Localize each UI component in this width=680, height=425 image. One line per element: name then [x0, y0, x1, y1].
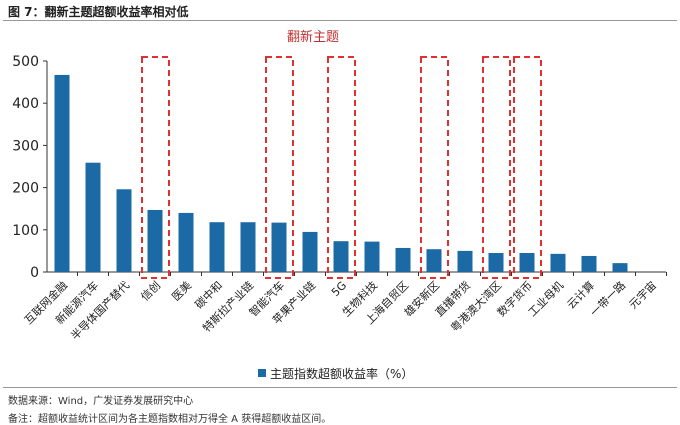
bar [271, 222, 287, 272]
bar [550, 253, 566, 272]
bar [581, 255, 597, 272]
bar [240, 222, 256, 272]
bar [364, 241, 380, 272]
bar [116, 189, 132, 272]
bar [333, 241, 349, 272]
x-tick-label: 元宇宙 [626, 278, 659, 311]
bar [457, 250, 473, 272]
bar [178, 212, 194, 272]
source-note: 数据来源：Wind，广发证券发展研究中心 [8, 396, 194, 407]
bar [54, 74, 70, 273]
x-tick-label: 5G [329, 279, 349, 299]
y-tick-label: 100 [12, 223, 39, 239]
highlight-box [482, 56, 511, 279]
bar [147, 209, 163, 272]
bar [395, 247, 411, 272]
bar [426, 249, 442, 272]
footer-rule [3, 387, 677, 388]
title-rule [3, 20, 677, 21]
annotation-label: 翻新主题 [287, 29, 339, 45]
y-tick-label: 300 [12, 138, 39, 154]
highlight-box [265, 56, 294, 279]
bar [488, 253, 504, 272]
highlight-box [327, 56, 356, 279]
y-tick-label: 0 [30, 265, 39, 281]
legend-swatch [258, 369, 266, 377]
bar [85, 162, 101, 272]
y-tick-label: 400 [12, 96, 39, 112]
y-tick-label: 200 [12, 181, 39, 197]
x-tick-label: 信创 [138, 279, 163, 304]
y-tick-label: 500 [12, 54, 39, 70]
bar [209, 222, 225, 272]
bar [519, 253, 535, 272]
remark-note: 备注：超额收益统计区间为各主题指数相对万得全 A 获得超额收益区间。 [8, 414, 332, 425]
legend-label: 主题指数超额收益率（%） [270, 366, 413, 381]
highlight-box [420, 56, 449, 279]
x-tick-label: 医美 [169, 279, 194, 304]
highlight-box [513, 56, 542, 279]
highlight-box [141, 56, 170, 279]
figure-title: 图 7：翻新主题超额收益率相对低 [8, 5, 189, 19]
bar [612, 263, 628, 272]
bar [302, 231, 318, 272]
